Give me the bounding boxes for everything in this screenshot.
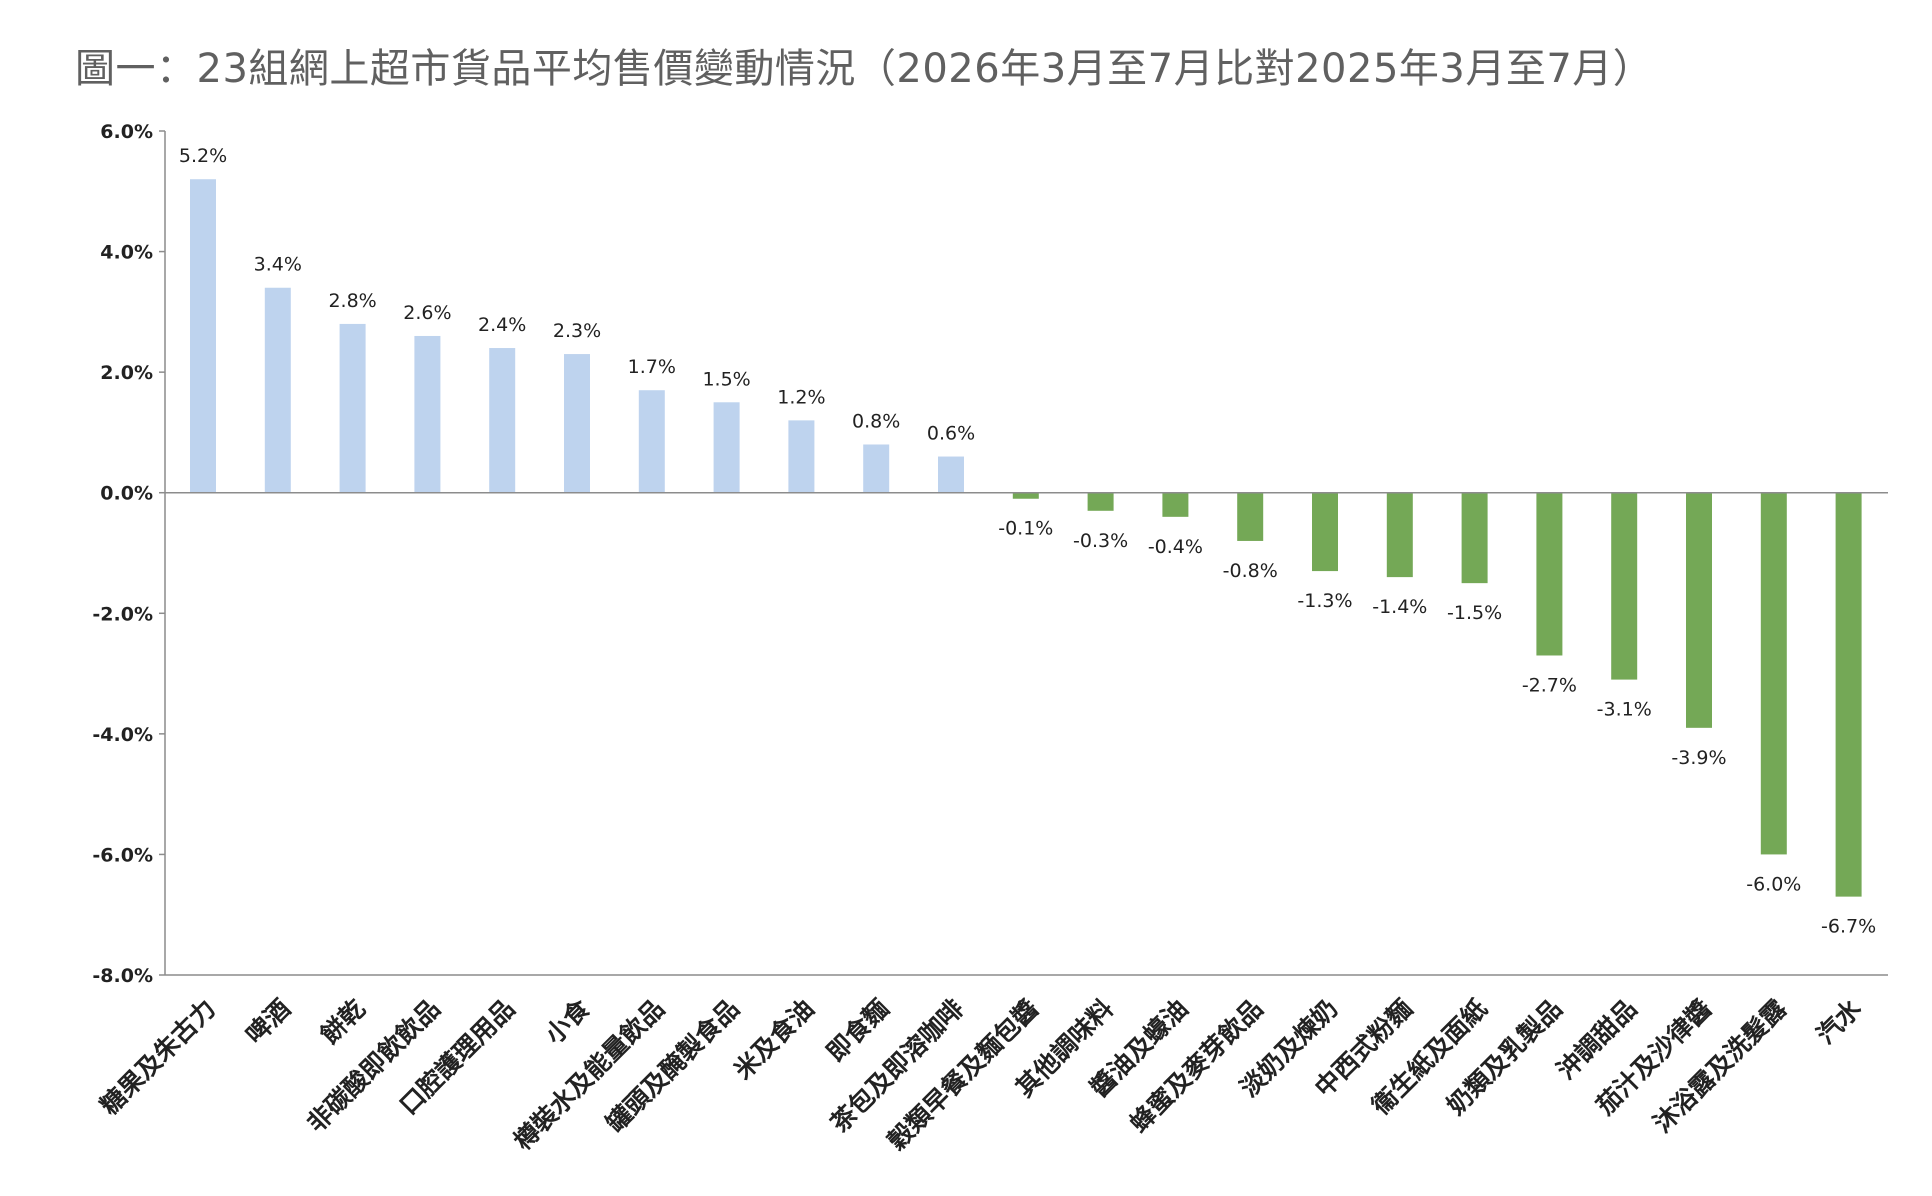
x-tick-label: 非碳酸即飲飲品 <box>301 994 445 1138</box>
bar <box>1087 492 1114 511</box>
x-tick-label: 小食 <box>539 993 596 1050</box>
x-tick-label: 罐頭及醃製食品 <box>600 994 745 1139</box>
x-tick-label: 沐浴露及洗髮露 <box>1648 993 1793 1138</box>
bar <box>264 287 291 493</box>
bar <box>938 456 964 493</box>
x-tick-label: 即食麵 <box>821 994 895 1068</box>
y-tick-label: -8.0% <box>92 965 153 987</box>
bar <box>1835 492 1862 897</box>
value-labels: 5.2% 3.4% 2.8% 2.6% 2.4% 2.3% 1.7% 1.5% 1.2% 0.8%… <box>179 145 1876 937</box>
x-tick-label: 蜂蜜及麥芽飲品 <box>1124 994 1268 1138</box>
data-label: 0.6% <box>927 423 975 445</box>
data-label: 2.6% <box>403 302 451 324</box>
bar <box>1237 492 1264 541</box>
data-label: 2.8% <box>328 290 376 312</box>
y-tick-label: 6.0% <box>100 121 153 143</box>
data-label: -1.5% <box>1447 602 1502 624</box>
data-label: 0.8% <box>852 410 900 432</box>
y-axis: 6.0% 4.0% 2.0% 0.0% -2.0% -4.0% -6.0% -8.0% <box>92 121 166 987</box>
y-tick-label: -4.0% <box>92 724 153 746</box>
data-label: -3.1% <box>1597 699 1652 721</box>
bar <box>1536 492 1563 656</box>
data-label: -0.1% <box>998 518 1053 540</box>
data-label: -6.7% <box>1821 916 1876 938</box>
bar <box>190 179 216 493</box>
bar <box>1611 492 1638 680</box>
chart-title: 圖一：23組網上超市貨品平均售價變動情況（2026年3月至7月比對2025年3月… <box>75 46 1654 92</box>
x-tick-label: 餅乾 <box>315 994 371 1050</box>
data-label: -0.8% <box>1223 560 1278 582</box>
data-label: 1.7% <box>628 356 676 378</box>
bar <box>1312 492 1338 572</box>
y-tick-label: 2.0% <box>100 362 153 384</box>
bar <box>489 348 516 493</box>
bar <box>1760 492 1787 855</box>
data-label: -0.4% <box>1148 536 1203 558</box>
x-tick-label: 汽水 <box>1811 993 1868 1050</box>
data-label: 1.5% <box>702 368 750 390</box>
data-label: -1.4% <box>1372 596 1427 618</box>
bar <box>713 402 740 493</box>
data-label: -6.0% <box>1746 873 1801 895</box>
data-label: 2.4% <box>478 314 526 336</box>
data-label: 2.3% <box>553 320 601 342</box>
data-label: -2.7% <box>1522 674 1577 696</box>
bar <box>638 390 665 493</box>
bars <box>190 179 1862 897</box>
bar <box>339 323 366 493</box>
y-tick-label: -2.0% <box>92 603 153 625</box>
data-label: 3.4% <box>254 254 302 276</box>
zero-line <box>165 491 1888 976</box>
bar <box>1686 492 1712 728</box>
bar <box>1012 492 1039 499</box>
bar <box>1162 492 1189 517</box>
data-label: -1.3% <box>1297 590 1352 612</box>
x-tick-label: 茶包及即溶咖啡 <box>825 994 969 1138</box>
bar <box>1461 492 1488 584</box>
bar <box>1386 492 1413 578</box>
bar <box>414 335 441 493</box>
bar <box>564 354 590 493</box>
data-label: 1.2% <box>777 386 825 408</box>
y-tick-label: 0.0% <box>100 483 153 505</box>
data-label: -3.9% <box>1671 747 1726 769</box>
x-tick-label: 糖果及朱古力 <box>95 994 222 1121</box>
bar <box>788 420 815 493</box>
bar <box>863 444 890 493</box>
data-label: 5.2% <box>179 145 227 167</box>
data-label: -0.3% <box>1073 530 1128 552</box>
x-tick-label: 啤酒 <box>240 994 296 1050</box>
x-tick-label: 米及食油 <box>728 994 819 1085</box>
y-tick-label: -6.0% <box>92 844 153 866</box>
y-tick-label: 4.0% <box>100 242 153 264</box>
